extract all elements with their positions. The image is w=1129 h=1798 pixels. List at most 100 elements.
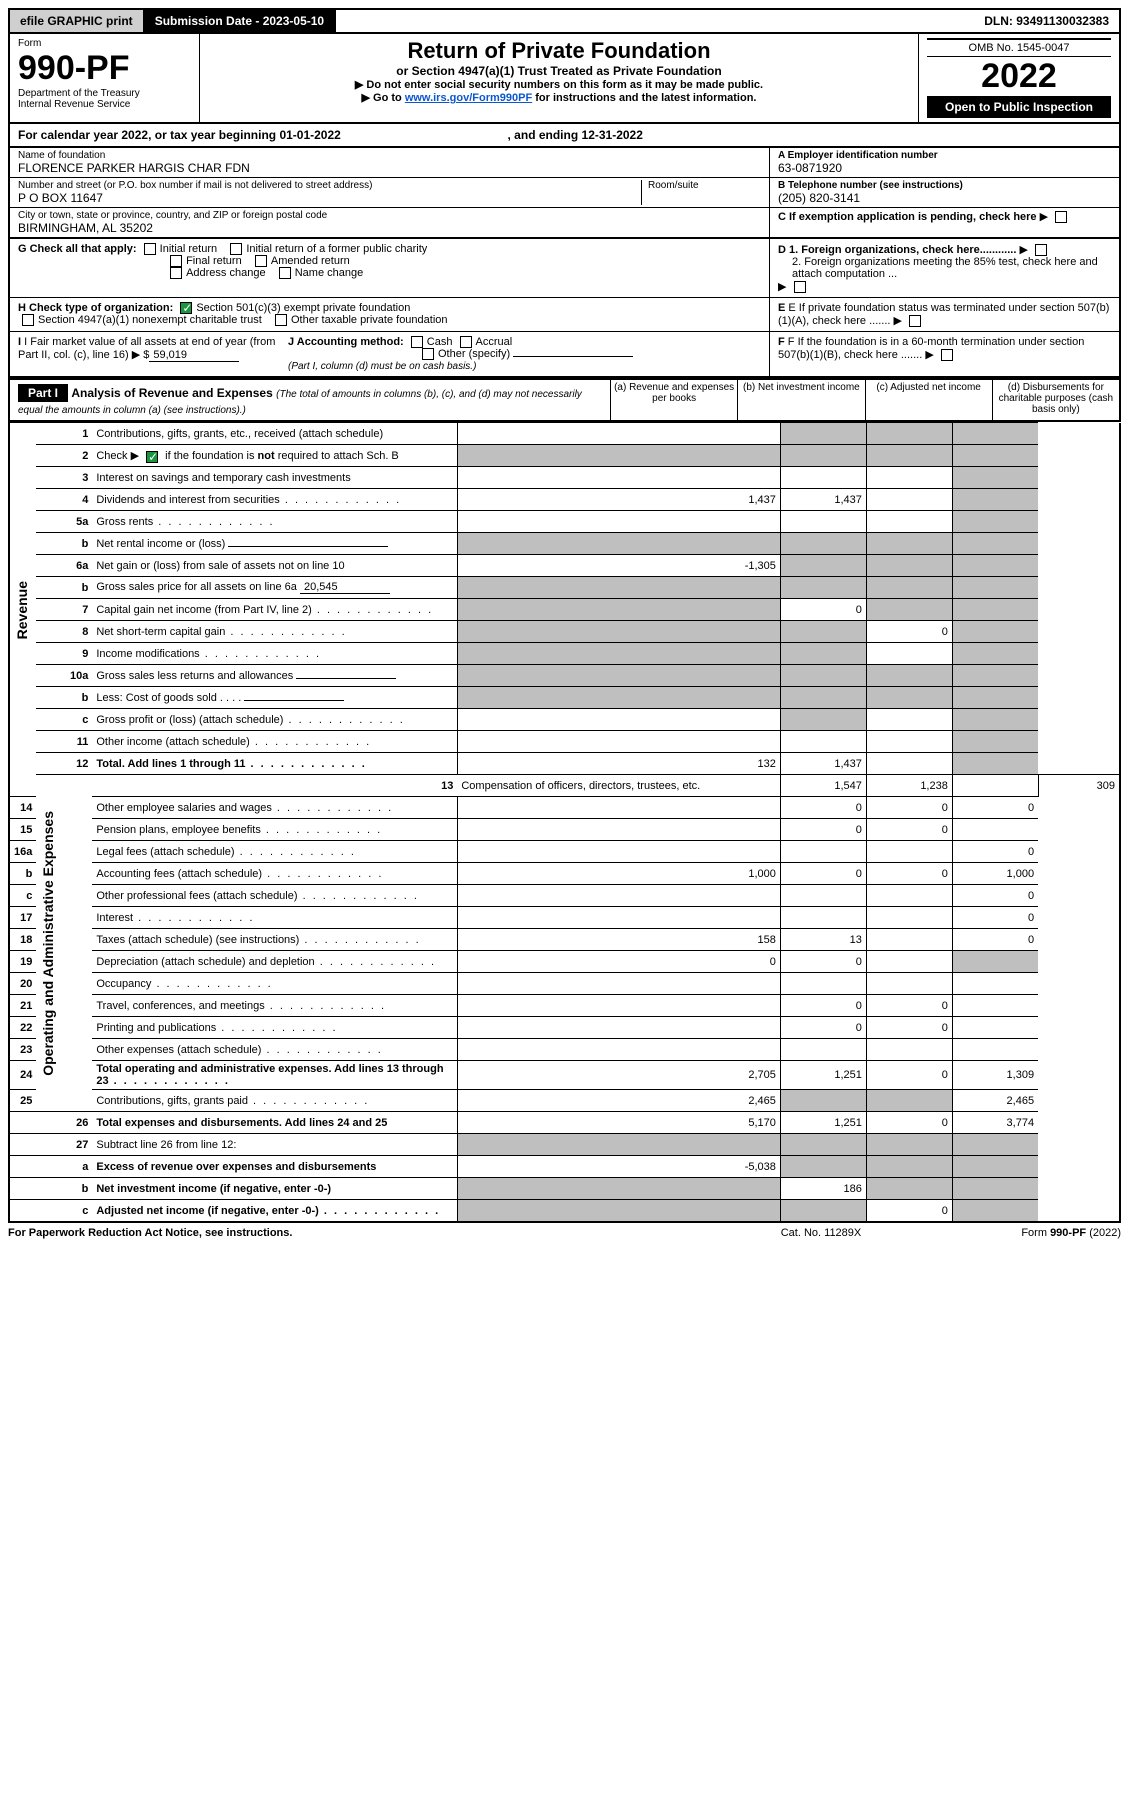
row-17: Interest: [92, 907, 457, 929]
row-26: Total expenses and disbursements. Add li…: [92, 1112, 457, 1134]
part1-header: Part I Analysis of Revenue and Expenses …: [8, 378, 1121, 422]
h-501c3-checkbox[interactable]: [180, 302, 192, 314]
ij-section: I I Fair market value of all assets at e…: [10, 332, 769, 376]
c-checkbox[interactable]: [1055, 211, 1067, 223]
row-6a: Net gain or (loss) from sale of assets n…: [92, 555, 457, 577]
g-initial-public[interactable]: [230, 243, 242, 255]
d-section: D 1. Foreign organizations, check here..…: [769, 239, 1119, 297]
row-12: Total. Add lines 1 through 11: [92, 753, 457, 775]
efile-button[interactable]: efile GRAPHIC print: [10, 10, 145, 32]
row-18: Taxes (attach schedule) (see instruction…: [92, 929, 457, 951]
row-10b: Less: Cost of goods sold . . . .: [92, 687, 457, 709]
row-13: Compensation of officers, directors, tru…: [457, 775, 780, 797]
fmv-value: 59,019: [149, 349, 239, 362]
row-14: Other employee salaries and wages: [92, 797, 457, 819]
cat-no: Cat. No. 11289X: [721, 1227, 921, 1239]
g-amended-return[interactable]: [255, 255, 267, 267]
room-label: Room/suite: [648, 180, 761, 191]
d1-checkbox[interactable]: [1035, 244, 1047, 256]
col-b-header: (b) Net investment income: [737, 380, 864, 420]
row-21: Travel, conferences, and meetings: [92, 995, 457, 1017]
name-label: Name of foundation: [18, 150, 761, 161]
j-accrual-checkbox[interactable]: [460, 336, 472, 348]
irs: Internal Revenue Service: [18, 99, 191, 110]
address: P O BOX 11647: [18, 191, 641, 205]
d2-checkbox[interactable]: [794, 281, 806, 293]
f-section: F F If the foundation is in a 60-month t…: [769, 332, 1119, 376]
irs-link[interactable]: www.irs.gov/Form990PF: [405, 92, 532, 104]
row-2: Check ▶ if the foundation is not require…: [92, 445, 457, 467]
form-header: Form 990-PF Department of the Treasury I…: [8, 34, 1121, 122]
ein-label: A Employer identification number: [778, 150, 1111, 161]
col-c-header: (c) Adjusted net income: [865, 380, 992, 420]
ein: 63-0871920: [778, 161, 1111, 175]
addr-label: Number and street (or P.O. box number if…: [18, 180, 641, 191]
row-20: Occupancy: [92, 973, 457, 995]
row-27: Subtract line 26 from line 12:: [92, 1134, 457, 1156]
form-title: Return of Private Foundation: [208, 38, 910, 64]
row-16a: Legal fees (attach schedule): [92, 841, 457, 863]
part1-tag: Part I: [18, 384, 68, 402]
j-other-checkbox[interactable]: [422, 348, 434, 360]
row-10c: Gross profit or (loss) (attach schedule): [92, 709, 457, 731]
form-word: Form: [18, 38, 191, 49]
col-a-header: (a) Revenue and expenses per books: [610, 380, 737, 420]
g-name-change[interactable]: [279, 267, 291, 279]
g-final-return[interactable]: [170, 255, 182, 267]
row-15: Pension plans, employee benefits: [92, 819, 457, 841]
calendar-year-row: For calendar year 2022, or tax year begi…: [8, 122, 1121, 148]
row-8: Net short-term capital gain: [92, 621, 457, 643]
row-10a: Gross sales less returns and allowances: [92, 665, 457, 687]
form-subtitle: or Section 4947(a)(1) Trust Treated as P…: [208, 64, 910, 78]
row-19: Depreciation (attach schedule) and deple…: [92, 951, 457, 973]
row-6b: Gross sales price for all assets on line…: [92, 577, 457, 599]
h-section: H Check type of organization: Section 50…: [10, 298, 769, 331]
row-23: Other expenses (attach schedule): [92, 1039, 457, 1061]
city-label: City or town, state or province, country…: [18, 210, 761, 221]
part1-table: Revenue 1Contributions, gifts, grants, e…: [8, 422, 1121, 1223]
row-27c: Adjusted net income (if negative, enter …: [92, 1200, 457, 1222]
c-label: C If exemption application is pending, c…: [778, 211, 1037, 223]
row-9: Income modifications: [92, 643, 457, 665]
e-checkbox[interactable]: [909, 315, 921, 327]
f-checkbox[interactable]: [941, 349, 953, 361]
revenue-side-label: Revenue: [14, 581, 30, 639]
expenses-side-label: Operating and Administrative Expenses: [40, 811, 56, 1076]
row-25: Contributions, gifts, grants paid: [92, 1090, 457, 1112]
footer: For Paperwork Reduction Act Notice, see …: [8, 1223, 1121, 1243]
topbar: efile GRAPHIC print Submission Date - 20…: [8, 8, 1121, 34]
row-22: Printing and publications: [92, 1017, 457, 1039]
tel-label: B Telephone number (see instructions): [778, 180, 1111, 191]
form-footer: Form 990-PF (2022): [921, 1227, 1121, 1239]
row-3: Interest on savings and temporary cash i…: [92, 467, 457, 489]
h-4947-checkbox[interactable]: [22, 314, 34, 326]
h-other-checkbox[interactable]: [275, 314, 287, 326]
row-16b: Accounting fees (attach schedule): [92, 863, 457, 885]
schb-checkbox[interactable]: [146, 451, 158, 463]
open-to-public: Open to Public Inspection: [927, 96, 1111, 118]
city: BIRMINGHAM, AL 35202: [18, 221, 761, 235]
foundation-name: FLORENCE PARKER HARGIS CHAR FDN: [18, 161, 761, 175]
row-4: Dividends and interest from securities: [92, 489, 457, 511]
row-1: Contributions, gifts, grants, etc., rece…: [92, 423, 457, 445]
col-d-header: (d) Disbursements for charitable purpose…: [992, 380, 1119, 420]
dept: Department of the Treasury: [18, 88, 191, 99]
row-27b: Net investment income (if negative, ente…: [92, 1178, 457, 1200]
org-block: Name of foundation FLORENCE PARKER HARGI…: [8, 148, 1121, 239]
instr-2: ▶ Go to www.irs.gov/Form990PF for instru…: [208, 91, 910, 104]
row-5a: Gross rents: [92, 511, 457, 533]
row-7: Capital gain net income (from Part IV, l…: [92, 599, 457, 621]
g-section: G Check all that apply: Initial return I…: [10, 239, 769, 297]
dln: DLN: 93491130032383: [974, 10, 1119, 32]
e-section: E E If private foundation status was ter…: [769, 298, 1119, 331]
form-number: 990-PF: [18, 49, 191, 88]
submission-date: Submission Date - 2023-05-10: [145, 10, 336, 32]
row-5b: Net rental income or (loss): [92, 533, 457, 555]
paperwork-notice: For Paperwork Reduction Act Notice, see …: [8, 1227, 721, 1239]
tax-year: 2022: [927, 57, 1111, 96]
j-cash-checkbox[interactable]: [411, 336, 423, 348]
omb-number: OMB No. 1545-0047: [927, 38, 1111, 57]
g-address-change[interactable]: [170, 267, 182, 279]
row-16c: Other professional fees (attach schedule…: [92, 885, 457, 907]
g-initial-return[interactable]: [144, 243, 156, 255]
